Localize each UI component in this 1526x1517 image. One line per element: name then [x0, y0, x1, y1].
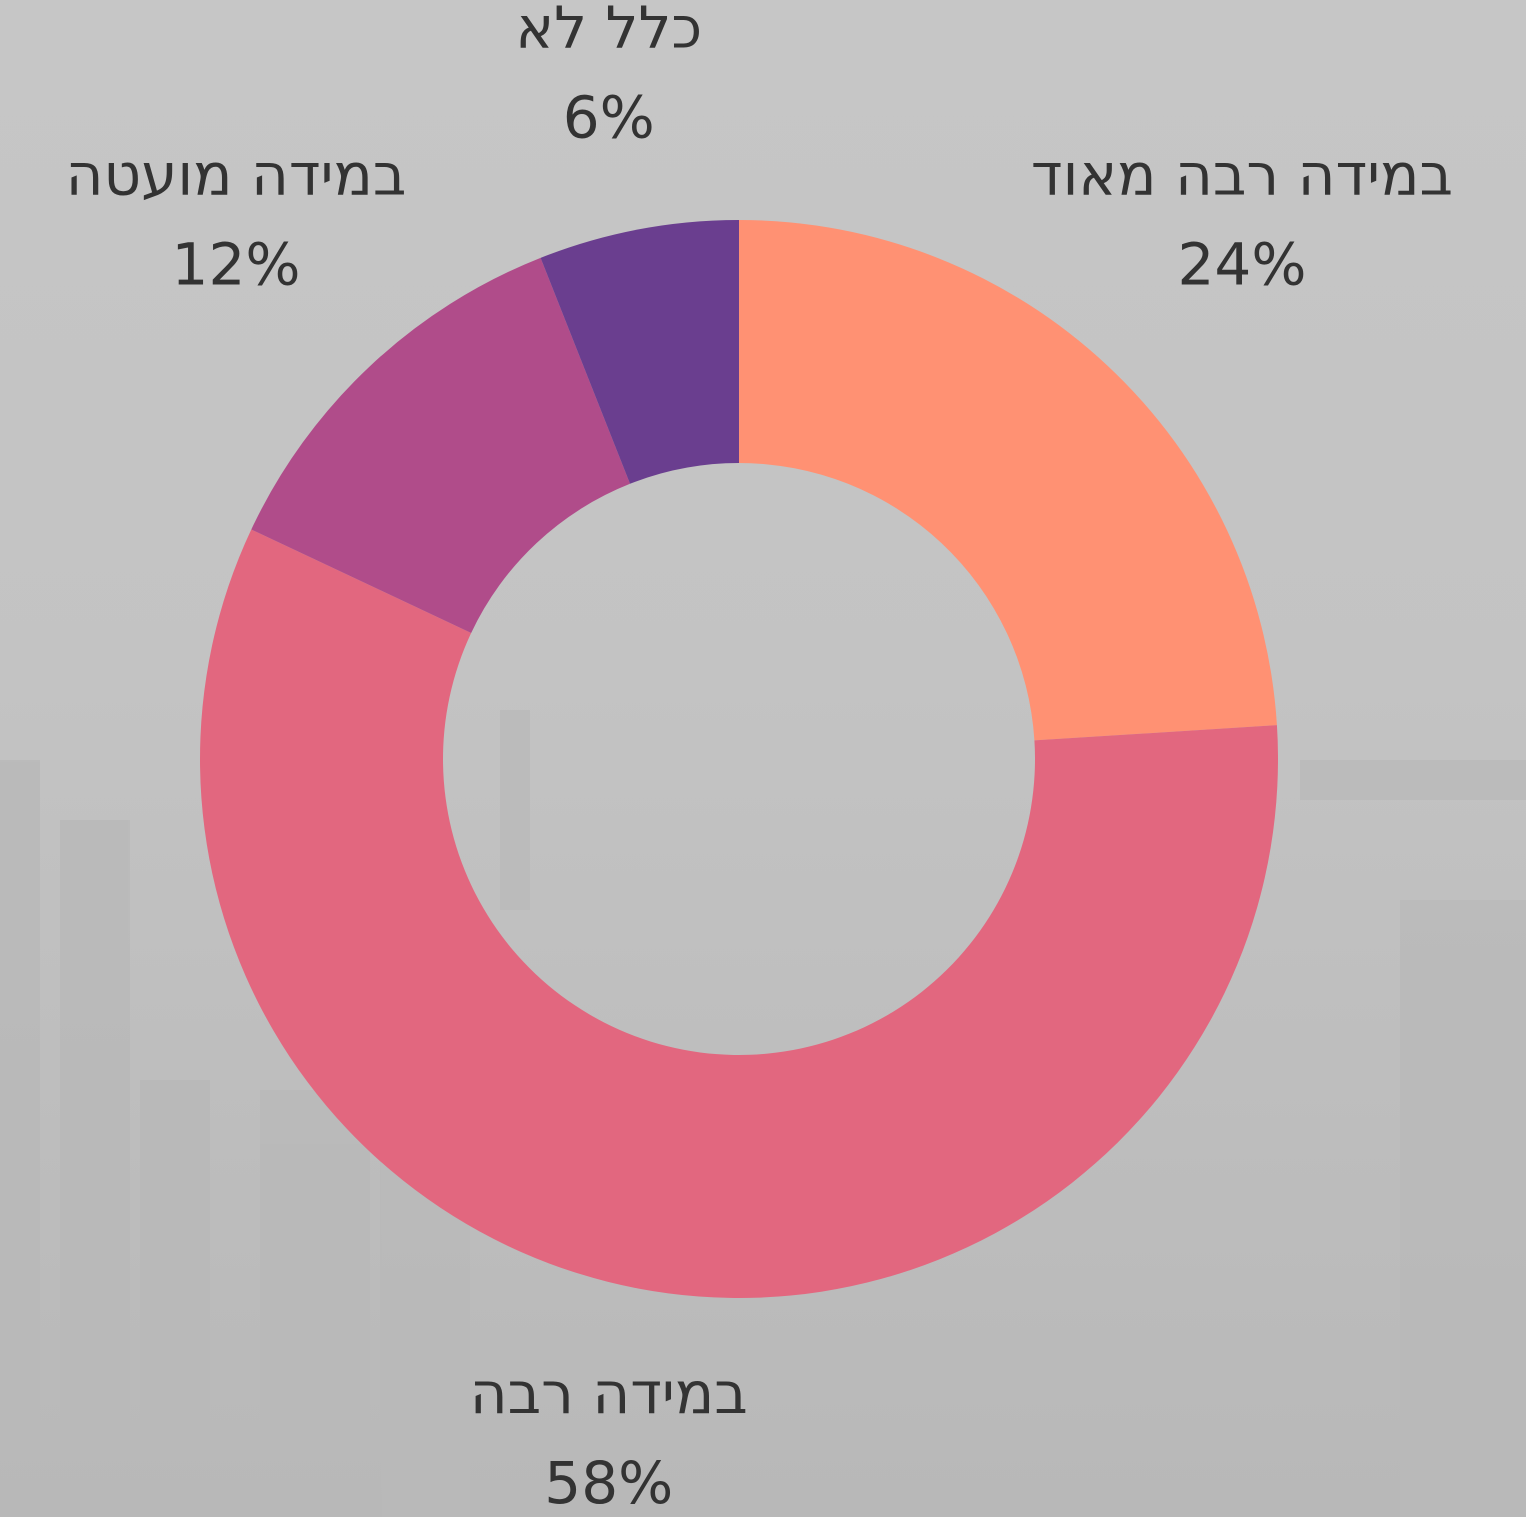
value-label: 12%: [172, 230, 301, 298]
page: {"chart_data": {"type": "pie", "categori…: [0, 0, 1526, 1517]
value-label: 58%: [544, 1449, 673, 1517]
slice-label: במידה רבה: [470, 1359, 748, 1427]
slice-label: כלל לא: [515, 0, 702, 61]
slice-label: במידה רבה מאוד: [1031, 140, 1453, 208]
value-label: 6%: [563, 83, 655, 151]
slice-label: במידה מועטה: [66, 140, 407, 208]
chart: במידה רבה מאוד 24% במידה רבה 58% במידה מועטה…: [0, 0, 1526, 1517]
value-label: 24%: [1178, 230, 1307, 298]
